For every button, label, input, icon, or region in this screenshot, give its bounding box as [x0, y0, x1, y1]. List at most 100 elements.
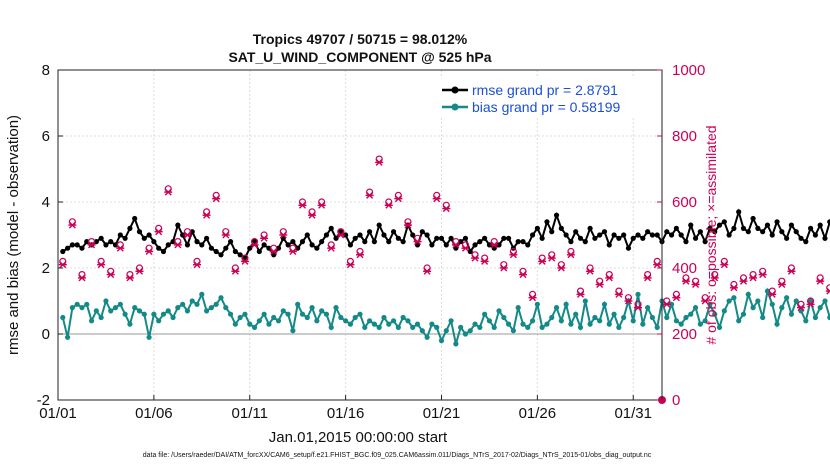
- bias-point: [309, 305, 315, 311]
- obs-assimilated-point: [710, 274, 719, 282]
- rmse-point: [649, 232, 656, 238]
- rmse-point: [410, 232, 416, 238]
- bias-point: [242, 311, 248, 317]
- bias-point: [712, 311, 718, 317]
- legend-rmse-marker: [451, 86, 459, 94]
- obs-assimilated-point: [634, 304, 643, 312]
- obs-assimilated-point: [442, 205, 451, 213]
- y-tick-label: 4: [42, 194, 50, 211]
- y-right-tick-label: 600: [672, 194, 697, 211]
- rmse-point: [472, 242, 478, 248]
- bias-point: [707, 301, 713, 307]
- obs-assimilated-point: [260, 234, 269, 242]
- rmse-point: [458, 239, 464, 245]
- bias-point: [117, 301, 123, 307]
- bias-point: [352, 314, 358, 321]
- y-axis-right-label: # of obs: o=possible; ×=assimilated: [703, 125, 719, 344]
- obs-assimilated-point: [681, 277, 690, 285]
- rmse-point: [745, 229, 751, 235]
- rmse-point: [549, 229, 555, 235]
- bias-point: [635, 291, 641, 297]
- obs-assimilated-point: [816, 277, 825, 285]
- bias-point: [295, 301, 301, 307]
- rmse-point: [697, 229, 703, 235]
- obs-assimilated-point: [806, 300, 815, 308]
- x-tick-label: 01/26: [519, 405, 557, 422]
- bias-point: [156, 318, 162, 324]
- rmse-point: [630, 235, 636, 241]
- bias-point: [558, 318, 564, 324]
- y-tick-label: -2: [37, 392, 50, 409]
- obs-assimilated-point: [768, 290, 777, 298]
- rmse-point: [371, 239, 377, 245]
- bias-point: [386, 321, 392, 327]
- bias-point: [141, 311, 147, 317]
- bias-point: [74, 301, 80, 307]
- rmse-point: [736, 209, 742, 215]
- obs-assimilated-point: [173, 241, 182, 249]
- obs-assimilated-point: [432, 195, 441, 203]
- rmse-point: [625, 245, 632, 251]
- obs-assimilated-point: [528, 294, 537, 302]
- bias-point: [366, 318, 373, 324]
- obs-assimilated-point: [135, 267, 144, 275]
- rmse-point: [103, 242, 109, 248]
- rmse-point: [597, 232, 603, 238]
- rmse-point: [98, 235, 104, 241]
- bias-point: [438, 338, 445, 344]
- bias-point: [501, 314, 507, 321]
- rmse-point: [808, 225, 814, 231]
- bias-point: [774, 321, 780, 327]
- obs-assimilated-point: [720, 261, 729, 269]
- rmse-point: [525, 242, 531, 248]
- rmse-point: [180, 232, 186, 238]
- bias-point: [266, 321, 272, 327]
- bias-point: [160, 311, 167, 317]
- rmse-point: [390, 229, 397, 235]
- rmse-point: [721, 219, 727, 225]
- rmse-point: [366, 229, 373, 235]
- y-tick-label: 2: [42, 260, 50, 277]
- bias-point: [726, 298, 732, 304]
- plot-frame: [57, 69, 663, 401]
- chart-title: Tropics 49707 / 50715 = 98.012%: [253, 31, 468, 47]
- bias-point: [649, 314, 656, 321]
- rmse-point: [343, 232, 349, 238]
- rmse-point: [227, 239, 234, 245]
- obs-assimilated-point: [499, 264, 508, 272]
- obs-assimilated-point: [758, 271, 767, 279]
- rmse-point: [122, 235, 128, 241]
- obs-assimilated-point: [480, 257, 489, 265]
- rmse-point: [611, 232, 617, 238]
- rmse-point: [534, 225, 540, 231]
- bias-point: [93, 308, 99, 314]
- rmse-point: [774, 219, 780, 225]
- obs-assimilated-point: [509, 251, 518, 259]
- bias-point: [84, 301, 90, 307]
- bias-point: [716, 324, 723, 330]
- rmse-point: [232, 248, 238, 255]
- rmse-point: [290, 239, 296, 245]
- rmse-point: [740, 225, 747, 231]
- obs-layer: [58, 155, 830, 404]
- rmse-point: [635, 232, 641, 238]
- bias-point: [175, 305, 181, 311]
- legend-bias-label: bias grand pr = 0.58199: [472, 99, 620, 115]
- bias-point: [314, 318, 320, 324]
- bias-point: [506, 321, 512, 327]
- rmse-point: [558, 225, 564, 231]
- rmse-point: [136, 229, 143, 235]
- bias-point: [668, 301, 675, 307]
- bias-point: [127, 321, 133, 327]
- bias-point: [736, 318, 742, 324]
- bias-point: [453, 341, 459, 347]
- bias-point: [779, 305, 785, 311]
- obs-assimilated-point: [643, 274, 652, 282]
- rmse-point: [275, 245, 282, 251]
- rmse-point: [822, 235, 828, 241]
- rmse-point: [827, 219, 830, 225]
- bias-point: [515, 305, 521, 311]
- rmse-point: [434, 235, 440, 241]
- obs-assimilated-point: [288, 248, 297, 255]
- rmse-point: [577, 235, 584, 241]
